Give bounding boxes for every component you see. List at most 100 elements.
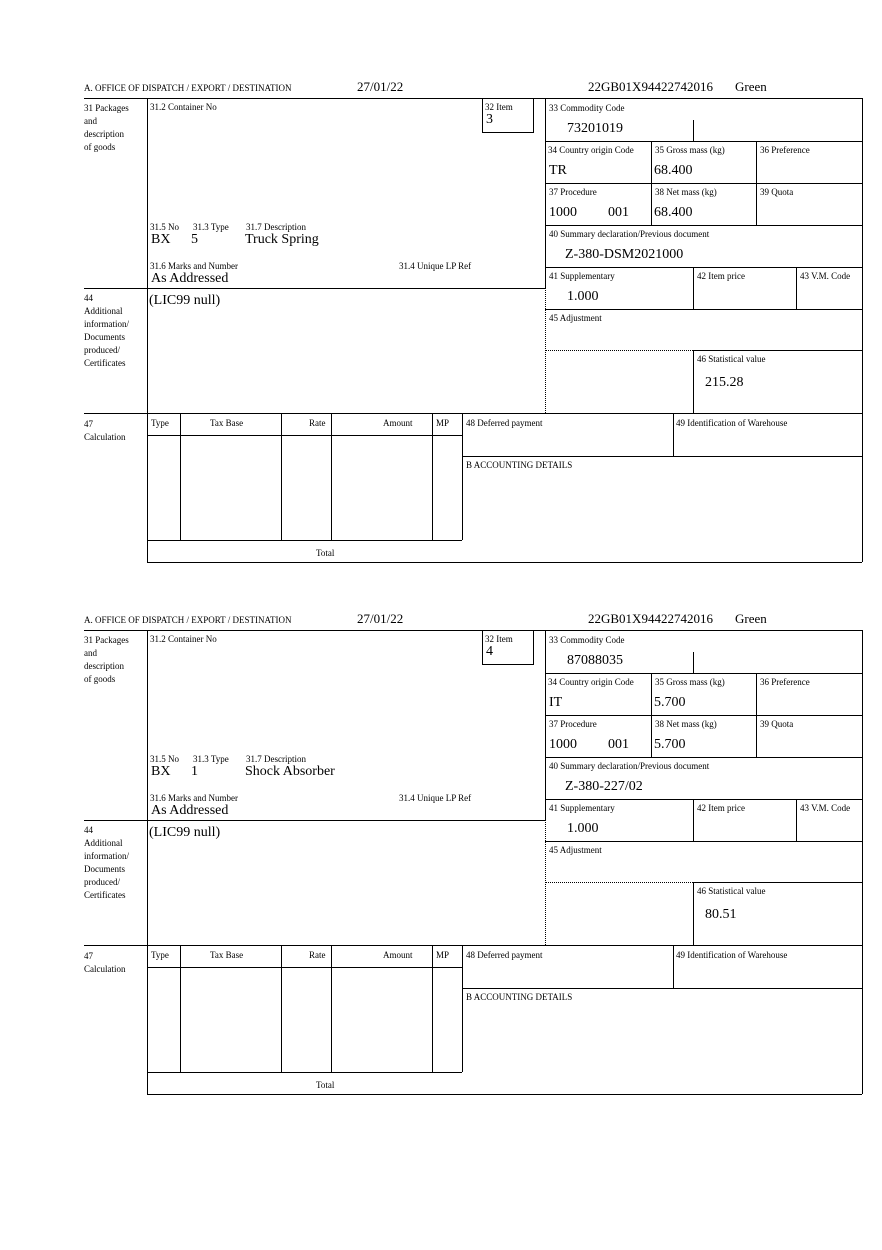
net-mass-value: 68.400	[654, 205, 693, 220]
description-label: 31.7 Description	[246, 754, 306, 764]
rule	[545, 309, 862, 310]
deferred-payment-label: 48 Deferred payment	[466, 418, 543, 428]
rule	[84, 288, 545, 289]
rule	[84, 413, 862, 414]
container-no-label: 31.2 Container No	[150, 102, 217, 112]
rule	[84, 945, 862, 946]
rule	[693, 267, 694, 309]
marks-label: 31.6 Marks and Number	[150, 793, 238, 803]
no-value: BX	[151, 232, 171, 247]
preference-label: 36 Preference	[760, 677, 810, 687]
rule	[462, 945, 463, 1072]
rule	[432, 413, 433, 540]
rule	[281, 413, 282, 540]
supplementary-value: 1.000	[567, 821, 599, 836]
statistical-value-value: 215.28	[705, 375, 744, 390]
rule	[756, 673, 757, 757]
procedure-label: 37 Procedure	[549, 719, 597, 729]
rule	[545, 673, 862, 674]
type-value: 5	[191, 232, 198, 247]
rule	[147, 967, 462, 968]
rule	[545, 841, 862, 842]
commodity-code-label: 33 Commodity Code	[549, 103, 625, 113]
rule	[545, 757, 862, 758]
rule	[147, 435, 462, 436]
rule	[651, 141, 652, 225]
rule	[756, 141, 757, 225]
total-label: Total	[316, 548, 335, 558]
statistical-value-label: 46 Statistical value	[697, 354, 766, 364]
declaration-date: 27/01/22	[357, 611, 404, 626]
total-label: Total	[316, 1080, 335, 1090]
net-mass-value: 5.700	[654, 737, 686, 752]
calc-header-amount: Amount	[383, 950, 413, 960]
description-value: Truck Spring	[245, 232, 319, 247]
rule	[545, 350, 693, 351]
vm-code-label: 43 V.M. Code	[800, 803, 851, 813]
rule	[545, 225, 862, 226]
item-label: 32 Item	[485, 634, 513, 644]
adjustment-label: 45 Adjustment	[549, 313, 602, 323]
procedure-additional-value: 001	[608, 205, 629, 220]
additional-info-value: (LIC99 null)	[149, 293, 221, 308]
type-label: 31.3 Type	[193, 754, 229, 764]
item-value: 3	[486, 112, 493, 127]
item-box	[482, 630, 534, 665]
rule	[545, 141, 862, 142]
summary-declaration-label: 40 Summary declaration/Previous document	[549, 761, 710, 771]
rule	[84, 98, 862, 99]
supplementary-label: 41 Supplementary	[549, 271, 615, 281]
container-no-label: 31.2 Container No	[150, 634, 217, 644]
rule	[693, 350, 862, 351]
rule	[651, 673, 652, 757]
rule	[180, 413, 181, 540]
declaration-reference: 22GB01X94422742016	[588, 611, 713, 626]
rule	[545, 715, 862, 716]
type-value: 1	[191, 764, 198, 779]
rule	[693, 120, 694, 141]
calc-header-mp: MP	[436, 418, 450, 428]
calc-header-tax-base: Tax Base	[210, 950, 244, 960]
rule	[331, 945, 332, 1072]
packages-label: 31 Packages and description of goods	[84, 635, 129, 684]
rule	[673, 413, 674, 456]
summary-declaration-value: Z-380-227/02	[565, 779, 643, 794]
country-origin-value: IT	[549, 695, 563, 710]
supplementary-value: 1.000	[567, 289, 599, 304]
accounting-details-label: B ACCOUNTING DETAILS	[466, 460, 573, 470]
route-status: Green	[735, 79, 767, 94]
description-value: Shock Absorber	[245, 764, 335, 779]
item-price-label: 42 Item price	[697, 271, 745, 281]
rule	[796, 267, 797, 309]
calc-header-rate: Rate	[309, 418, 326, 428]
unique-lp-ref-label: 31.4 Unique LP Ref	[399, 261, 472, 271]
rule	[545, 630, 546, 820]
rule	[693, 652, 694, 673]
procedure-value: 1000	[549, 205, 577, 220]
rule	[462, 456, 862, 457]
quota-label: 39 Quota	[760, 719, 794, 729]
rule	[693, 882, 862, 883]
rule	[693, 350, 694, 413]
country-origin-label: 34 Country origin Code	[548, 145, 634, 155]
rule	[147, 1094, 862, 1095]
gross-mass-value: 5.700	[654, 695, 686, 710]
calculation-label: 47 Calculation	[84, 951, 126, 974]
procedure-value: 1000	[549, 737, 577, 752]
procedure-additional-value: 001	[608, 737, 629, 752]
supplementary-label: 41 Supplementary	[549, 803, 615, 813]
commodity-code-value: 87088035	[567, 653, 623, 668]
unique-lp-ref-label: 31.4 Unique LP Ref	[399, 793, 472, 803]
calc-header-type: Type	[151, 950, 169, 960]
item-price-label: 42 Item price	[697, 803, 745, 813]
statistical-value-label: 46 Statistical value	[697, 886, 766, 896]
office-heading: A. OFFICE OF DISPATCH / EXPORT / DESTINA…	[84, 615, 292, 625]
net-mass-label: 38 Net mass (kg)	[655, 719, 717, 729]
marks-label: 31.6 Marks and Number	[150, 261, 238, 271]
no-value: BX	[151, 764, 171, 779]
packages-label: 31 Packages and description of goods	[84, 103, 129, 152]
rule	[462, 413, 463, 540]
country-origin-value: TR	[549, 163, 567, 178]
rule	[147, 630, 148, 1094]
rule	[545, 183, 862, 184]
